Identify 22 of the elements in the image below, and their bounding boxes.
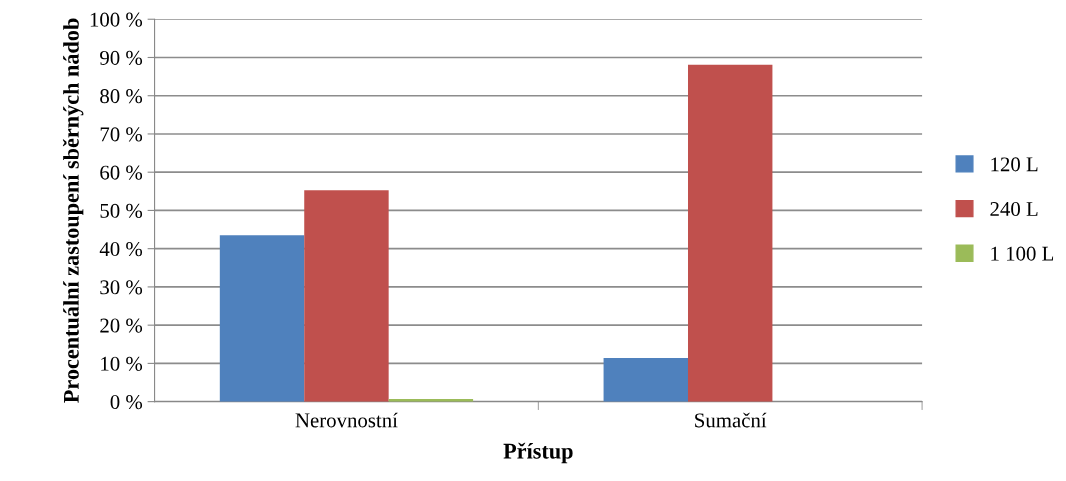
y-tick-label: 70 % xyxy=(100,127,143,142)
y-tick-label: 50 % xyxy=(100,203,143,218)
y-axis-title: Procentuální zastoupení sběrných nádob xyxy=(62,18,84,403)
y-tick-label: 0 % xyxy=(110,395,143,410)
legend-label: 1 100 L xyxy=(991,246,1054,261)
y-tick-label: 100 % xyxy=(90,12,143,27)
bar xyxy=(603,358,688,402)
y-tick-label: 30 % xyxy=(100,280,143,295)
x-axis-title: Přístup xyxy=(503,442,573,464)
y-tick-label: 60 % xyxy=(100,165,143,180)
y-tick-label: 40 % xyxy=(99,242,143,257)
x-tick-label: Sumační xyxy=(695,412,767,428)
bar xyxy=(219,235,305,402)
y-tick-label: 10 % xyxy=(101,356,143,371)
legend-label: 240 L xyxy=(990,201,1038,217)
legend-label: 120 L xyxy=(991,157,1038,172)
y-tick-label: 80 % xyxy=(100,89,143,104)
bar xyxy=(304,190,389,402)
y-tick-label: 20 % xyxy=(100,318,143,333)
bar xyxy=(688,64,773,402)
x-tick-label: Nerovnostní xyxy=(295,412,398,428)
y-tick-label: 90 % xyxy=(100,50,143,65)
